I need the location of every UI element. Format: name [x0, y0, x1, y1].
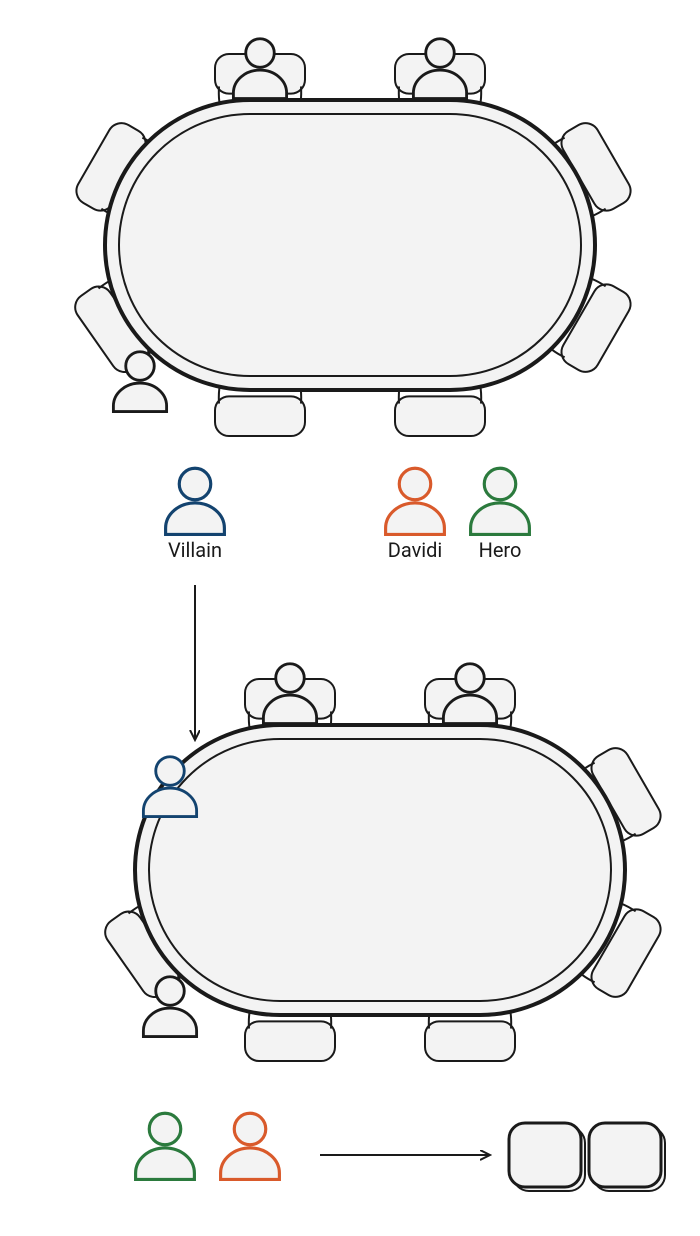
tablet-icon: [509, 1123, 585, 1191]
person-icon: [136, 1113, 195, 1179]
person-icon: [471, 468, 530, 534]
label-villain: Villain: [168, 538, 222, 562]
legend-row: Villain Davidi Hero: [166, 468, 530, 562]
table-icon: [105, 100, 595, 390]
label-davidi: Davidi: [388, 538, 443, 562]
scene-1: [70, 39, 636, 436]
tablet-icon: [589, 1123, 665, 1191]
table-icon: [135, 725, 625, 1015]
label-hero: Hero: [479, 538, 522, 562]
scene-3: [136, 1113, 665, 1191]
scene-2: [100, 664, 666, 1061]
person-icon: [166, 468, 225, 534]
person-icon: [386, 468, 445, 534]
person-icon: [221, 1113, 280, 1179]
